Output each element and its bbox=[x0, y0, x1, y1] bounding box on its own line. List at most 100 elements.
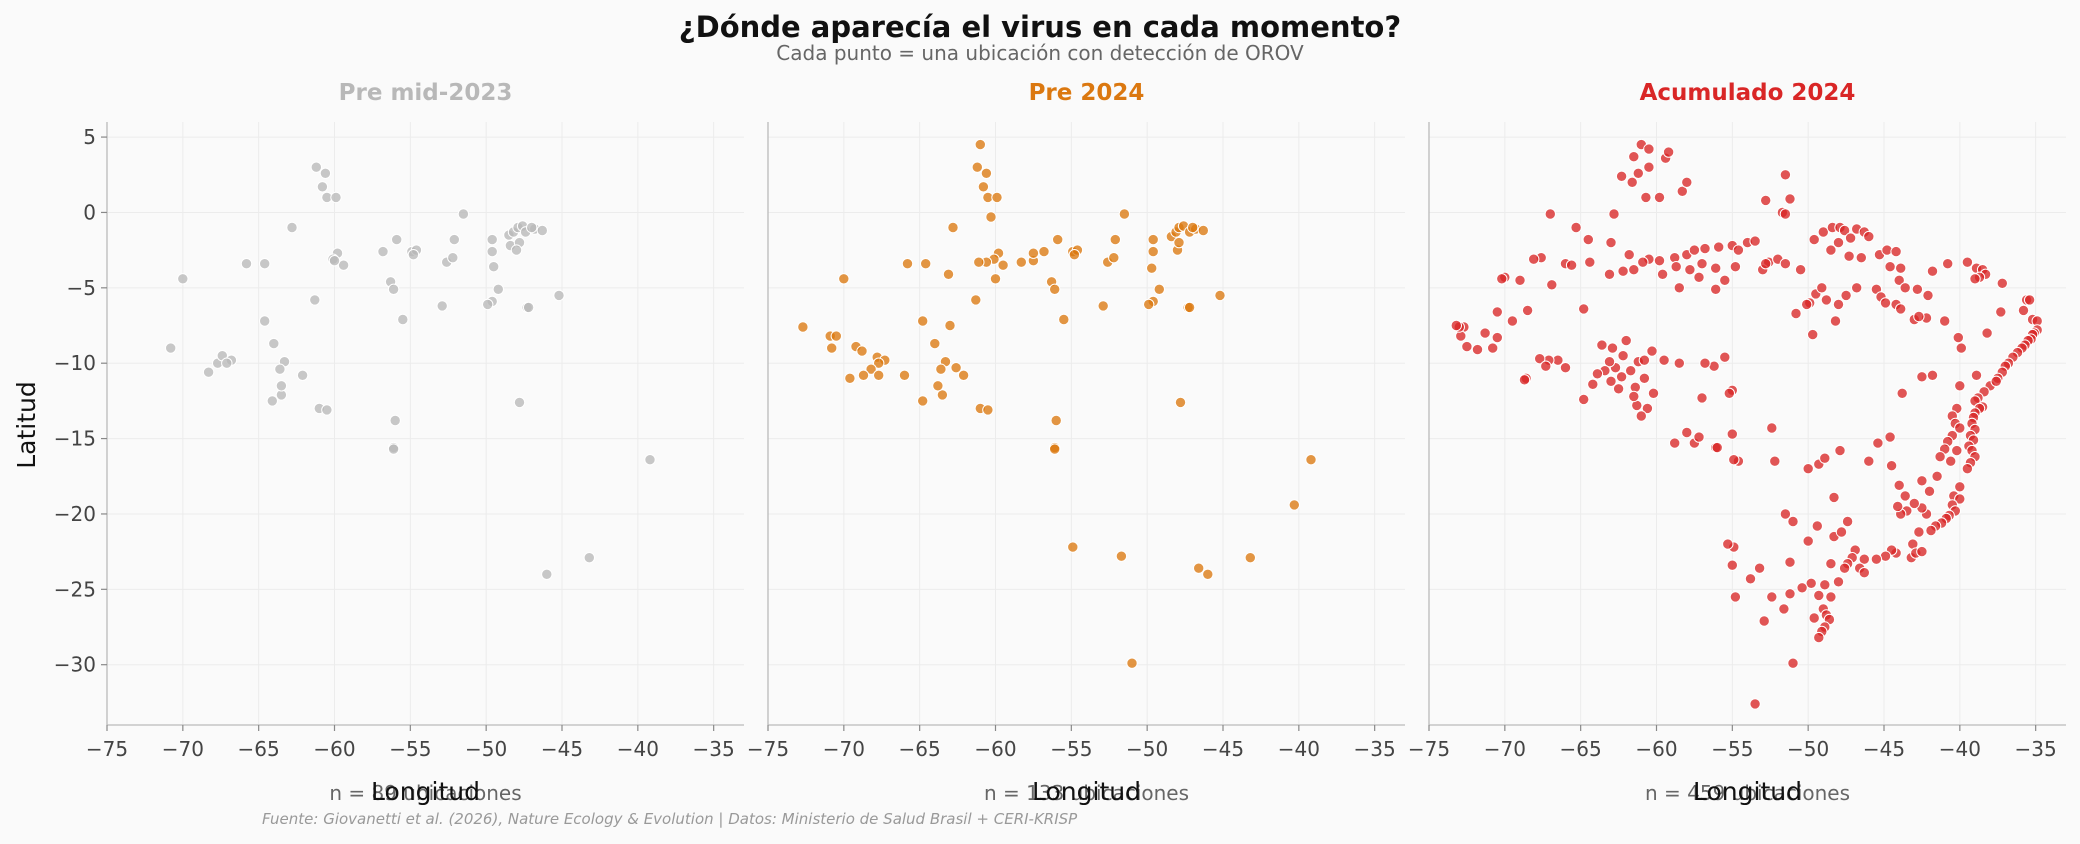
data-point bbox=[857, 369, 870, 381]
data-point bbox=[391, 233, 403, 246]
data-point bbox=[316, 181, 329, 193]
panel-title: Acumulado 2024 bbox=[1640, 80, 1856, 106]
data-point bbox=[1638, 372, 1651, 384]
data-point bbox=[1147, 233, 1159, 246]
data-point bbox=[1625, 365, 1637, 377]
data-point bbox=[492, 283, 504, 295]
y-tick-label: −10 bbox=[54, 351, 96, 375]
data-point bbox=[1884, 261, 1896, 273]
data-point bbox=[1487, 342, 1499, 354]
data-point bbox=[1174, 396, 1187, 409]
data-point bbox=[971, 161, 983, 173]
data-point bbox=[1779, 169, 1792, 181]
data-point bbox=[1893, 479, 1905, 491]
data-point bbox=[1038, 245, 1050, 258]
data-point bbox=[240, 258, 253, 270]
data-point bbox=[1819, 579, 1831, 591]
data-point bbox=[1942, 258, 1954, 270]
data-point bbox=[1726, 428, 1739, 440]
data-point bbox=[1808, 233, 1820, 246]
data-point bbox=[1895, 303, 1907, 315]
data-point bbox=[1840, 289, 1852, 302]
data-point bbox=[1899, 490, 1911, 502]
data-point bbox=[1916, 371, 1928, 383]
x-tick-label: −50 bbox=[465, 737, 507, 761]
data-point bbox=[1193, 562, 1205, 574]
data-point bbox=[1623, 249, 1635, 261]
data-point bbox=[1802, 463, 1814, 475]
data-point bbox=[1728, 454, 1740, 466]
x-tick-label: −60 bbox=[1635, 737, 1677, 761]
data-point bbox=[1605, 375, 1617, 387]
data-point bbox=[1565, 259, 1578, 271]
x-tick-label: −65 bbox=[1560, 737, 1602, 761]
data-point bbox=[980, 167, 993, 180]
data-point bbox=[1778, 603, 1790, 615]
data-point bbox=[1612, 383, 1625, 395]
y-tick-label: −25 bbox=[54, 577, 96, 601]
data-point bbox=[970, 294, 982, 306]
data-point bbox=[838, 273, 850, 285]
data-point bbox=[1628, 151, 1640, 163]
data-point bbox=[1835, 526, 1848, 538]
data-point bbox=[644, 454, 656, 466]
x-tick-label: −65 bbox=[238, 737, 280, 761]
data-point bbox=[1828, 491, 1840, 504]
data-point bbox=[1970, 369, 1983, 381]
data-point bbox=[1582, 233, 1595, 246]
data-point bbox=[1491, 331, 1504, 344]
data-point bbox=[935, 363, 947, 375]
data-point bbox=[1787, 657, 1799, 669]
data-point bbox=[1620, 334, 1632, 347]
data-point bbox=[1027, 247, 1040, 259]
data-point bbox=[1578, 303, 1590, 315]
data-point bbox=[1790, 307, 1802, 320]
y-tick-label: 5 bbox=[83, 125, 96, 149]
data-point bbox=[1916, 475, 1928, 487]
data-point bbox=[1628, 390, 1640, 403]
data-point bbox=[1825, 591, 1837, 603]
data-point bbox=[991, 191, 1003, 204]
data-point bbox=[1934, 451, 1946, 463]
data-point bbox=[1521, 304, 1534, 317]
data-point bbox=[1817, 226, 1830, 238]
data-point bbox=[1969, 273, 1981, 285]
data-point bbox=[898, 369, 911, 381]
data-point bbox=[310, 161, 322, 173]
panel-title: Pre mid-2023 bbox=[339, 80, 513, 106]
data-point bbox=[1173, 236, 1185, 249]
data-point bbox=[1606, 342, 1619, 354]
data-point bbox=[1829, 315, 1842, 327]
data-point bbox=[1514, 274, 1526, 286]
data-point bbox=[275, 380, 288, 392]
data-point bbox=[1825, 558, 1837, 570]
data-point bbox=[1779, 258, 1792, 270]
data-point bbox=[1658, 354, 1670, 366]
data-point bbox=[1896, 387, 1908, 399]
x-tick-label: −55 bbox=[389, 737, 431, 761]
data-point bbox=[510, 244, 523, 256]
data-point bbox=[830, 330, 842, 342]
data-point bbox=[1147, 245, 1159, 258]
data-point bbox=[1749, 698, 1761, 710]
data-point bbox=[1615, 371, 1628, 383]
y-tick-label: −30 bbox=[54, 653, 96, 677]
data-point bbox=[1981, 327, 1993, 339]
data-point bbox=[1951, 444, 1963, 457]
data-point bbox=[1710, 283, 1722, 295]
data-point bbox=[1832, 576, 1845, 588]
data-point bbox=[447, 252, 459, 264]
data-point bbox=[1872, 437, 1884, 449]
data-point bbox=[1052, 233, 1064, 246]
data-point bbox=[1653, 191, 1666, 204]
data-point bbox=[1954, 380, 1966, 392]
x-tick-label: −75 bbox=[1408, 737, 1450, 761]
data-point bbox=[1049, 443, 1061, 455]
data-point bbox=[1913, 526, 1925, 538]
data-point bbox=[1587, 378, 1599, 390]
data-point bbox=[1954, 422, 1966, 434]
data-point bbox=[901, 258, 914, 270]
data-point bbox=[389, 414, 401, 427]
data-point bbox=[1820, 294, 1833, 306]
data-point bbox=[1688, 244, 1701, 256]
